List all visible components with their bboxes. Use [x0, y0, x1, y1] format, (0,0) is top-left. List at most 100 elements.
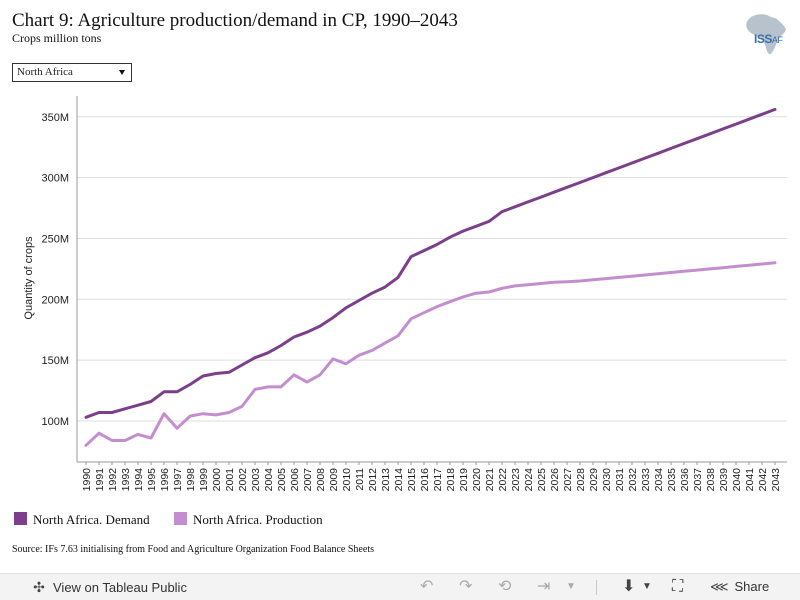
region-dropdown[interactable]: North Africa	[12, 63, 132, 82]
production-data-point	[552, 281, 556, 284]
view-on-tableau-link[interactable]: ✣ View on Tableau Public	[32, 579, 187, 596]
production-data-point	[695, 268, 699, 272]
production-data-point	[591, 278, 595, 282]
share-button[interactable]: ⋘ Share	[710, 579, 769, 595]
legend-swatch-production	[174, 512, 187, 525]
demand-data-point	[539, 195, 543, 199]
demand-data-point	[422, 249, 426, 252]
y-tick-label: 200M	[41, 294, 69, 306]
x-tick-label: 2009	[328, 468, 340, 492]
undo-icon[interactable]: ↶	[420, 578, 434, 595]
africa-map-logo-icon	[746, 14, 786, 55]
production-data-point	[227, 411, 231, 414]
production-data-point	[448, 300, 452, 303]
production-data-point	[617, 276, 621, 279]
demand-data-point	[227, 371, 231, 374]
legend-label-production: North Africa. Production	[193, 512, 323, 527]
chart-subtitle: Crops million tons	[12, 31, 102, 45]
refresh-icon[interactable]: ⇥	[537, 578, 551, 595]
x-tick-label: 2025	[536, 468, 548, 492]
revert-icon[interactable]: ⟲	[498, 578, 512, 595]
x-tick-label: 2013	[380, 468, 392, 492]
production-data-point	[162, 412, 166, 415]
demand-data-point	[175, 390, 179, 393]
x-tick-label: 2026	[549, 468, 561, 492]
demand-data-point	[604, 171, 608, 174]
demand-data-point	[253, 356, 257, 359]
x-tick-label: 2029	[588, 468, 600, 492]
demand-data-point	[110, 411, 114, 414]
x-tick-label: 2002	[237, 468, 249, 492]
download-dropdown-icon[interactable]: ▼	[642, 581, 652, 592]
x-tick-label: 2040	[731, 468, 743, 492]
demand-data-point	[760, 113, 764, 116]
y-tick-label: 150M	[41, 355, 69, 367]
legend-item-production[interactable]: North Africa. Production	[174, 512, 323, 528]
demand-data-point	[565, 186, 569, 189]
x-tick-label: 1994	[133, 468, 145, 492]
y-axis-title: Quantity of crops	[23, 236, 35, 320]
download-icon[interactable]: ⬇	[622, 578, 636, 595]
x-tick-label: 2003	[250, 468, 262, 492]
production-data-point	[643, 273, 647, 277]
redo-icon[interactable]: ↷	[459, 578, 473, 595]
demand-data-point	[136, 403, 140, 407]
x-tick-label: 2007	[302, 468, 314, 492]
demand-data-point	[188, 383, 192, 386]
x-tick-label: 1995	[146, 468, 158, 492]
production-data-point	[97, 431, 101, 435]
demand-data-point	[305, 330, 309, 334]
x-tick-label: 2015	[406, 468, 418, 492]
demand-data-point	[643, 156, 647, 160]
x-tick-label: 2036	[679, 468, 691, 492]
production-data-point	[682, 270, 686, 273]
production-data-point	[123, 439, 127, 442]
demand-data-point	[461, 229, 465, 233]
production-data-point	[318, 373, 322, 376]
demand-data-point	[370, 292, 374, 295]
demand-data-point	[279, 344, 283, 347]
production-data-point	[136, 433, 140, 436]
production-data-point	[578, 279, 582, 283]
demand-data-point	[383, 285, 387, 289]
fullscreen-icon[interactable]: ⛶	[672, 578, 684, 595]
production-data-point	[253, 388, 257, 391]
x-tick-label: 2035	[666, 468, 678, 492]
refresh-dropdown-icon[interactable]: ▼	[566, 581, 576, 592]
x-tick-label: 2010	[341, 468, 353, 492]
y-tick-label: 250M	[41, 233, 69, 245]
demand-data-point	[318, 324, 322, 328]
demand-data-point	[773, 108, 777, 111]
x-tick-label: 1996	[159, 468, 171, 492]
demand-data-point	[162, 390, 166, 393]
demand-data-point	[747, 117, 751, 121]
x-tick-label: 2024	[523, 468, 535, 492]
x-tick-label: 2014	[393, 468, 405, 492]
legend-swatch-demand	[14, 512, 27, 525]
production-data-point	[357, 354, 361, 357]
production-data-point	[773, 261, 777, 264]
demand-data-point	[513, 205, 517, 209]
demand-data-point	[214, 372, 218, 375]
demand-data-point	[695, 137, 699, 140]
demand-data-point	[435, 243, 439, 246]
demand-data-point	[591, 176, 595, 179]
production-data-point	[240, 405, 244, 408]
x-tick-label: 2011	[354, 468, 366, 491]
x-tick-label: 2028	[575, 468, 587, 492]
demand-data-point	[708, 132, 712, 135]
production-data-point	[331, 357, 335, 361]
region-dropdown-value: North Africa	[17, 66, 73, 78]
production-data-point	[435, 305, 439, 308]
production-data-point	[747, 264, 751, 267]
legend-item-demand[interactable]: North Africa. Demand	[14, 512, 150, 528]
demand-data-point	[266, 351, 270, 355]
x-tick-label: 2019	[458, 468, 470, 492]
production-data-point	[669, 271, 673, 274]
x-tick-label: 1990	[81, 468, 93, 492]
x-tick-label: 2004	[263, 468, 275, 492]
x-tick-label: 2042	[757, 468, 769, 492]
x-tick-label: 1998	[185, 468, 197, 492]
production-data-point	[214, 413, 218, 417]
demand-data-point	[578, 181, 582, 184]
